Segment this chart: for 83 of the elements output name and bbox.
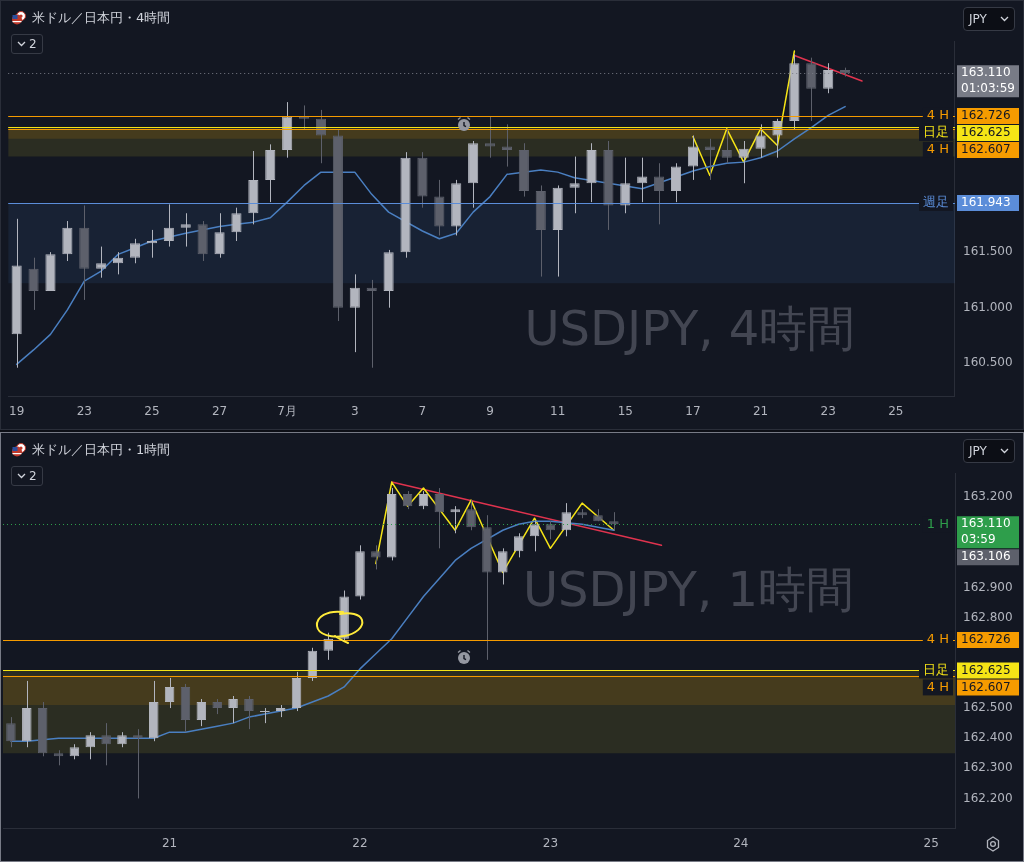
x-tick-label: 3 [350,403,359,418]
ref-line-label: 日足 [923,124,949,140]
candlestick [806,57,817,122]
text: 162.726 [961,108,1011,123]
candlestick [434,487,445,549]
x-tick-label: 9 [486,403,494,418]
ref-line-label: 1 H [926,515,949,531]
x-tick-label: 7月 [277,403,297,418]
x-tick-label: 25 [923,835,939,850]
y-tick-label: 161.000 [963,299,1013,314]
x-tick-label: 23 [542,835,559,850]
y-tick-label: 162.500 [963,700,1013,715]
ref-line-label: 4 H [926,631,949,647]
y-tick-label: 162.800 [963,609,1013,624]
candlestick [738,140,749,184]
text: JPY [969,12,987,26]
text: 162.625 [961,662,1011,677]
candlestick [133,728,143,799]
chart-title: 米ドル／日本円・1時間 [32,441,171,459]
candlestick [231,207,242,242]
x-tick-label: 11 [550,403,566,418]
annotation: 2 [29,469,37,483]
annotation: 2 [29,37,37,51]
x-tick-label: 23 [820,403,836,418]
text: JPY [969,444,987,458]
y-tick-label: 162.400 [963,730,1013,745]
candlestick [101,722,111,766]
ref-line-label: 週足 [923,194,949,210]
x-tick-label: 21 [161,835,178,850]
candlestick [6,716,16,748]
candlestick [670,162,682,203]
x-tick-label: 23 [76,403,92,418]
candlestick [180,212,191,248]
ref-line-label: 4 H [926,678,949,694]
candlestick [620,157,631,214]
candlestick [687,134,699,181]
candlestick [418,490,429,510]
candlestick [371,544,381,570]
x-tick-label: 22 [352,835,368,850]
x-tick-label: 19 [9,403,25,418]
text: 161.943 [961,195,1011,210]
text: 162.726 [961,632,1011,647]
candlestick [569,156,580,214]
x-tick-label: 27 [211,403,228,418]
legend-label: 4 H [926,141,949,157]
y-tick-label: 162.300 [963,760,1013,775]
candlestick [196,698,207,727]
candlestick [529,520,540,552]
y-tick-label: 161.500 [963,244,1013,259]
text: 163.110 01:03:59 [961,65,1015,96]
text: 162.625 [961,125,1011,140]
x-tick-label: 17 [685,403,701,418]
y-tick-label: 162.200 [963,790,1013,805]
candlestick [349,273,360,353]
chart-title: 米ドル／日本円・4時間 [32,9,171,27]
text: 162.607 [961,679,1011,694]
candlestick [561,502,572,537]
text: 163.106 [961,549,1011,564]
x-tick-label: 7 [418,403,427,418]
candlestick [609,511,619,531]
text: 163.110 03:59 [961,516,1011,547]
x-tick-label: 24 [733,835,749,850]
x-tick-label: 25 [144,403,160,418]
candlestick [28,257,39,311]
ref-line-label: 4 H [926,107,949,123]
candlestick [721,129,732,164]
candlestick [96,246,107,279]
x-tick-label: 21 [752,403,769,418]
x-tick-label: 15 [617,403,633,418]
y-tick-label: 160.500 [963,355,1013,370]
text: 162.607 [961,142,1011,157]
candlestick [214,212,225,259]
candlestick [466,499,476,531]
candlestick [755,123,766,159]
x-tick-label: 25 [888,403,904,418]
candlestick [259,707,271,724]
candlestick [823,62,834,94]
y-tick-label: 163.200 [963,489,1013,504]
y-tick-label: 162.900 [963,579,1013,594]
candlestick [484,116,496,159]
ref-line-label: 日足 [923,661,949,677]
candlestick [450,505,460,534]
candlestick [498,547,508,585]
